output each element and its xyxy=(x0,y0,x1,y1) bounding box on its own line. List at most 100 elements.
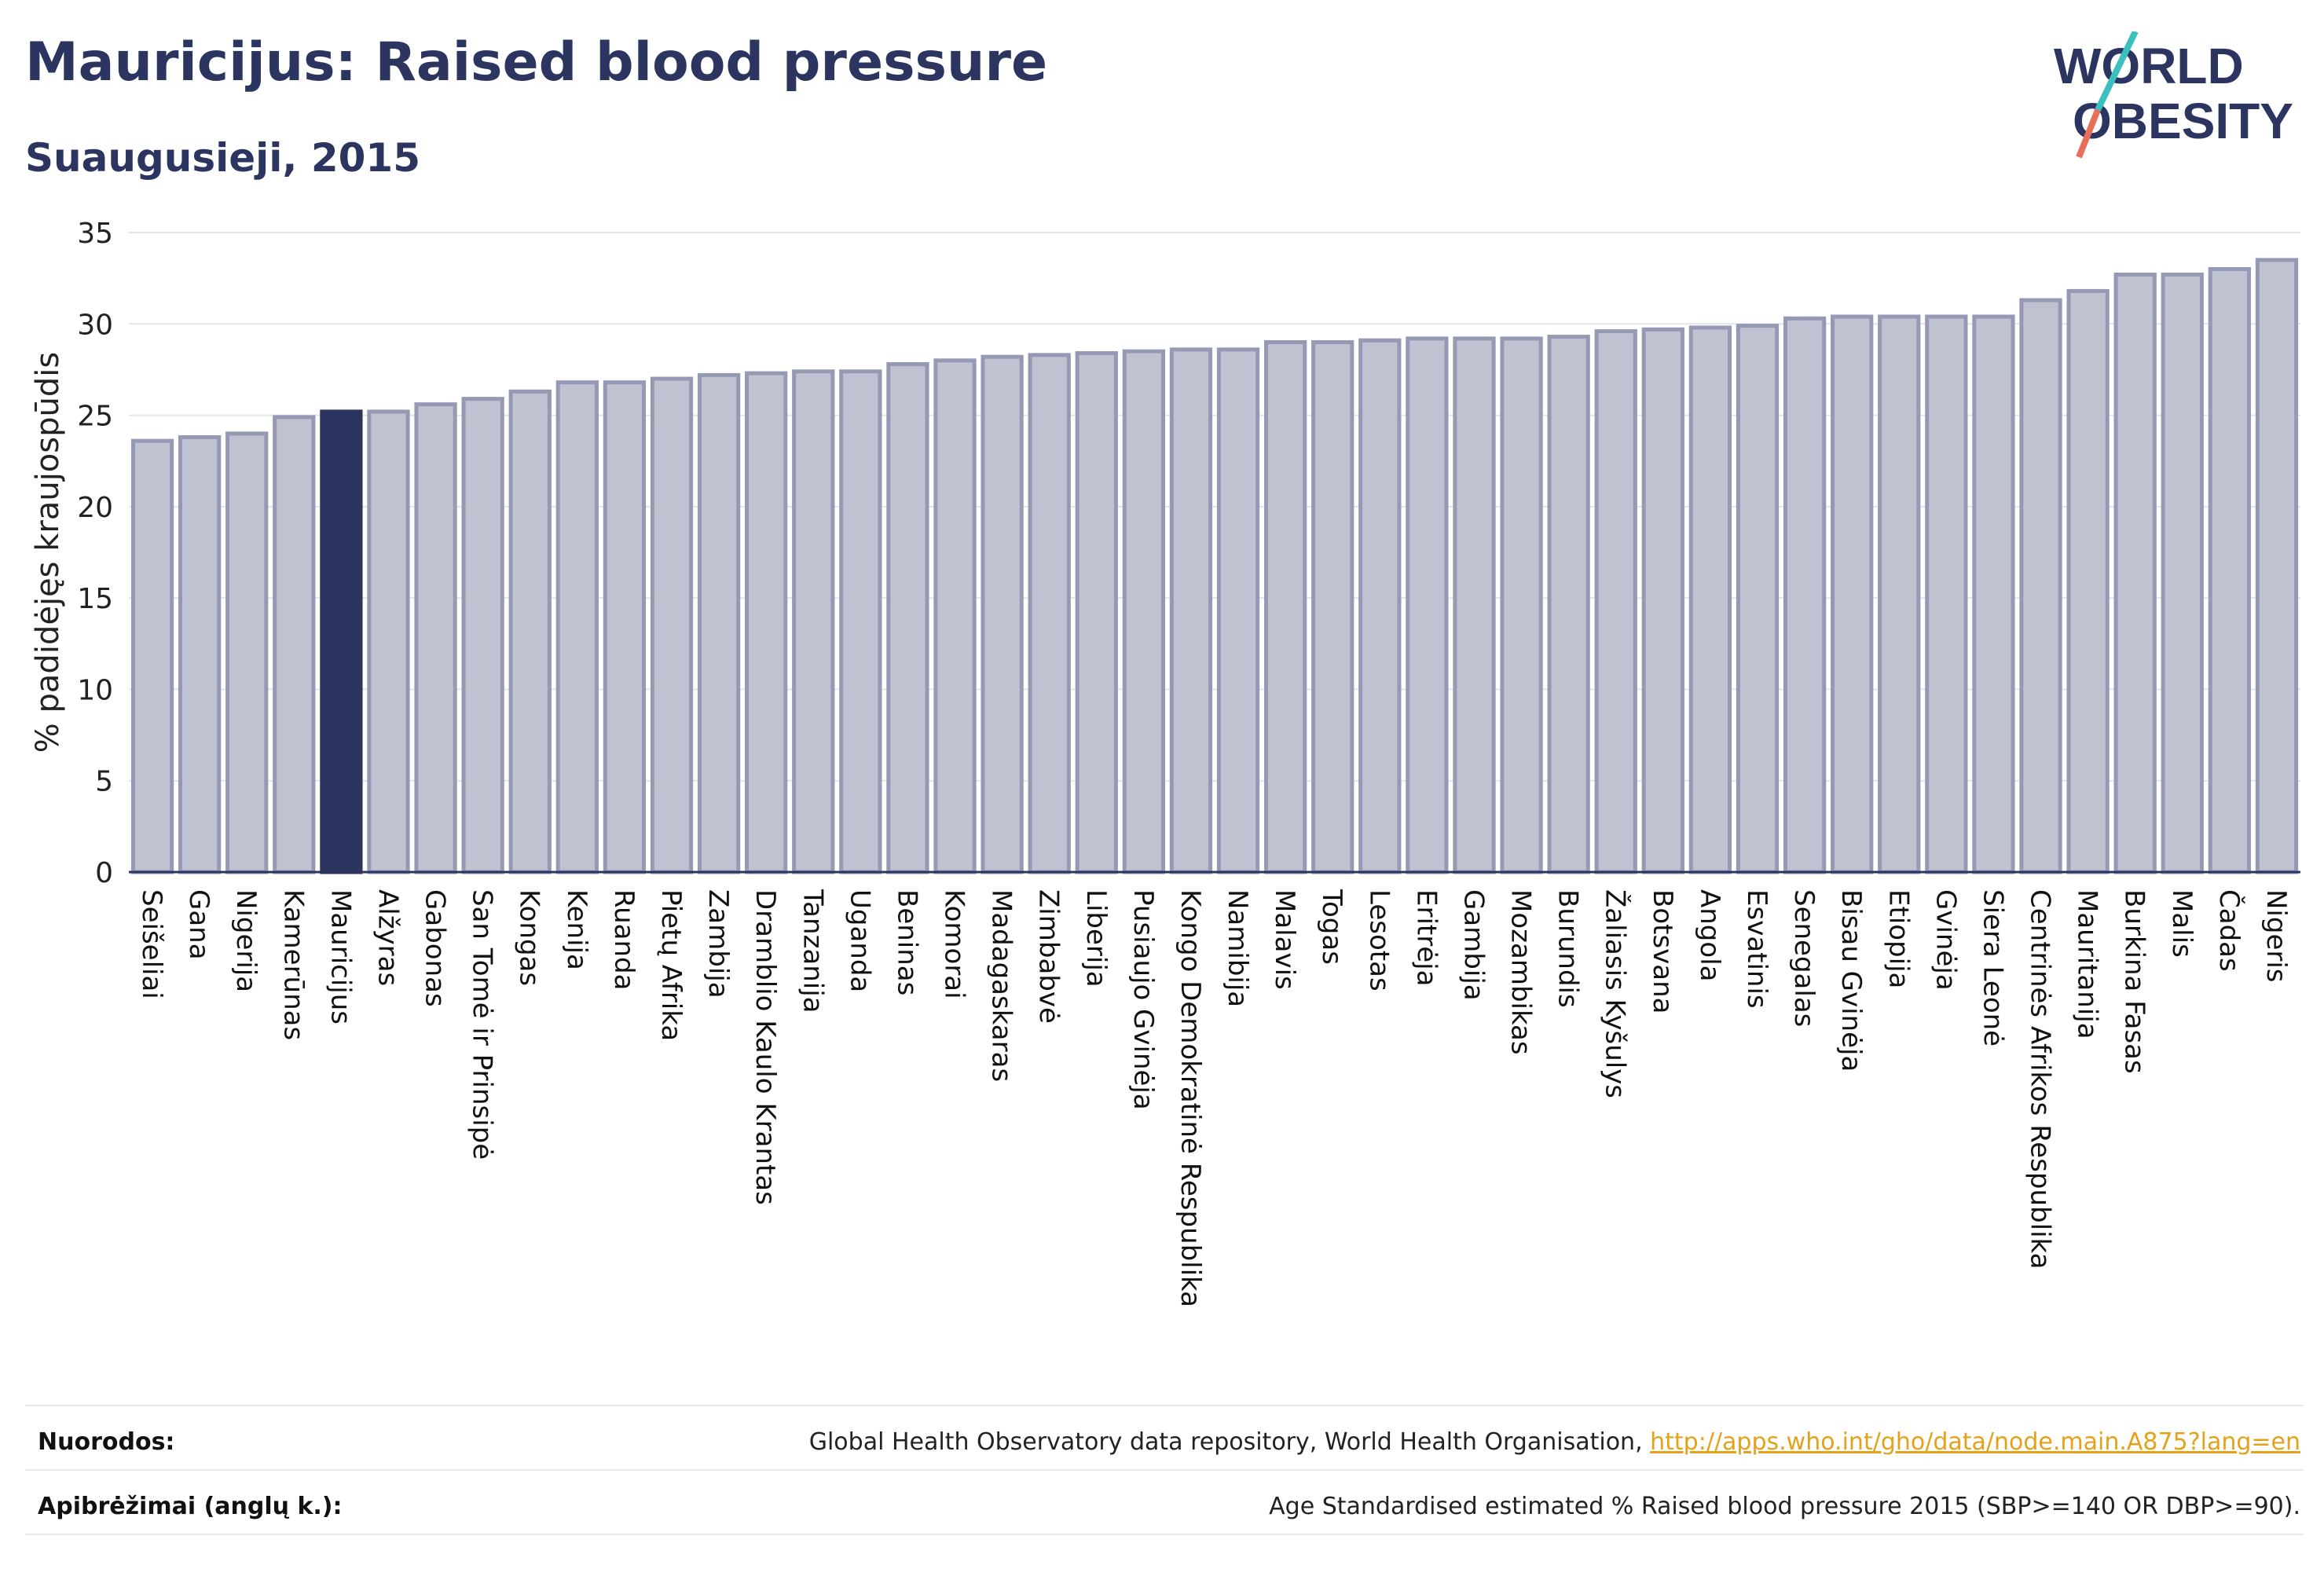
x-tick-label: Namibija xyxy=(1222,889,1253,1007)
bar xyxy=(2113,272,2157,874)
definitions-value: Age Standardised estimated % Raised bloo… xyxy=(1269,1493,2300,1520)
bar xyxy=(697,372,741,874)
x-tick-label: Gambija xyxy=(1457,889,1489,1001)
x-tick-label: Bisau Gvinėja xyxy=(1835,889,1867,1072)
y-tick-label: 15 xyxy=(77,583,113,615)
bar xyxy=(414,402,457,874)
x-tick-label: Liberija xyxy=(1080,889,1112,988)
x-tick-label: Lesotas xyxy=(1363,889,1395,991)
x-tick-label: Eritrėja xyxy=(1410,889,1442,986)
x-tick-label: Kamerūnas xyxy=(277,889,309,1040)
bar xyxy=(508,389,552,874)
x-tick-label: Etiopija xyxy=(1882,889,1914,988)
x-tick-label: Senegalas xyxy=(1788,889,1820,1027)
logo-line1: WORLD xyxy=(2054,38,2244,94)
world-obesity-logo: WORLD OBESITY xyxy=(2054,31,2293,159)
x-tick-label: Malavis xyxy=(1269,889,1300,990)
x-tick-label: Ruanda xyxy=(608,889,640,990)
x-tick-label: Nigeris xyxy=(2260,889,2292,983)
x-tick-label: Malis xyxy=(2166,889,2198,958)
chart-subtitle: Suaugusieji, 2015 xyxy=(25,135,420,181)
y-axis-label: % padidėjęs kraujospūdis xyxy=(30,352,66,753)
x-tick-label: Burkina Fasas xyxy=(2119,889,2150,1074)
x-tick-label: Tanzanija xyxy=(797,889,828,1013)
bar xyxy=(2019,298,2062,874)
x-tick-label: Angola xyxy=(1694,889,1725,981)
x-tick-label: Nigerija xyxy=(230,889,262,992)
x-tick-label: Siera Leonė xyxy=(1977,889,2008,1046)
bar xyxy=(461,397,504,874)
bar xyxy=(178,434,222,874)
x-tick-label: Dramblio Kaulo Krantas xyxy=(750,889,781,1205)
x-tick-label: San Tomė ir Prinsipė xyxy=(467,889,498,1160)
x-tick-label: Kongo Demokratinė Respublika xyxy=(1175,889,1206,1307)
chart-title: Mauricijus: Raised blood pressure xyxy=(25,31,1048,93)
x-tick-label: Žaliasis Kyšulys xyxy=(1600,889,1632,1098)
bar xyxy=(2208,267,2252,874)
y-tick-label: 20 xyxy=(77,492,113,524)
bar xyxy=(1688,325,1732,874)
bar xyxy=(1453,336,1496,874)
bar xyxy=(1075,350,1118,874)
bar xyxy=(1641,327,1684,874)
sources-text: Global Health Observatory data repositor… xyxy=(808,1428,1651,1456)
bar xyxy=(1547,335,1590,874)
bar xyxy=(792,369,835,874)
x-tick-label: Čadas xyxy=(2213,889,2245,972)
bar xyxy=(933,358,977,874)
x-tick-label: Gvinėja xyxy=(1930,889,1961,991)
x-tick-label: Kenija xyxy=(561,889,592,970)
x-tick-label: Zimbabvė xyxy=(1033,889,1065,1024)
bar xyxy=(1594,329,1637,874)
x-tick-label: Mozambikas xyxy=(1505,889,1537,1055)
bar xyxy=(555,380,599,874)
y-tick-label: 25 xyxy=(77,401,113,433)
bar xyxy=(1831,314,1874,874)
x-tick-label: Madagaskaras xyxy=(986,889,1017,1082)
x-tick-label: Komorai xyxy=(939,889,970,999)
bar xyxy=(367,409,410,874)
bar xyxy=(650,376,694,874)
x-tick-label: Alžyras xyxy=(372,889,403,986)
bar xyxy=(2066,288,2110,874)
bar xyxy=(1028,353,1071,874)
bar xyxy=(1878,314,1921,874)
logo-slash-coral xyxy=(2076,108,2101,159)
x-tick-label: Mauricijus xyxy=(324,889,356,1024)
definitions-label: Apibrėžimai (anglų k.): xyxy=(38,1493,343,1520)
bar xyxy=(130,438,174,874)
sources-link[interactable]: http://apps.who.int/gho/data/node.main.A… xyxy=(1650,1428,2300,1456)
bar xyxy=(1263,340,1307,874)
logo-line2: OBESITY xyxy=(2073,93,2293,149)
y-tick-label: 10 xyxy=(77,674,113,706)
bar xyxy=(225,431,269,874)
bar xyxy=(1736,324,1780,874)
logo-slash-teal xyxy=(2095,31,2139,112)
bar xyxy=(839,369,882,874)
bar-chart: 0 5 10 15 20 25 30 35 % padidėjęs kraujospūdis Se… xyxy=(30,218,2300,1307)
sources-label: Nuorodos: xyxy=(38,1428,175,1456)
bar xyxy=(745,371,788,874)
y-tick-label: 30 xyxy=(77,309,113,341)
x-tick-label: Seišeliai xyxy=(136,889,167,999)
y-tick-label: 0 xyxy=(95,857,113,889)
bar xyxy=(1783,316,1827,874)
bar xyxy=(2161,272,2204,874)
bar xyxy=(603,380,647,874)
y-tick-label: 35 xyxy=(77,218,113,250)
bar xyxy=(1406,336,1449,874)
bar xyxy=(981,354,1024,874)
bar xyxy=(2255,258,2299,874)
bar xyxy=(1972,314,2015,874)
bar xyxy=(1216,347,1260,874)
x-tick-label: Gabonas xyxy=(420,889,451,1007)
footer-divider-bottom xyxy=(25,1534,2304,1535)
y-tick-label: 5 xyxy=(95,766,113,798)
x-tick-label: Esvatinis xyxy=(1741,889,1772,1009)
x-tick-label: Beninas xyxy=(891,889,922,995)
x-tick-label: Centrinės Afrikos Respublika xyxy=(2025,889,2056,1269)
bar xyxy=(1311,340,1354,874)
bar xyxy=(1925,314,1968,874)
x-tick-label: Gana xyxy=(183,889,214,960)
x-tick-label: Kongas xyxy=(514,889,545,986)
